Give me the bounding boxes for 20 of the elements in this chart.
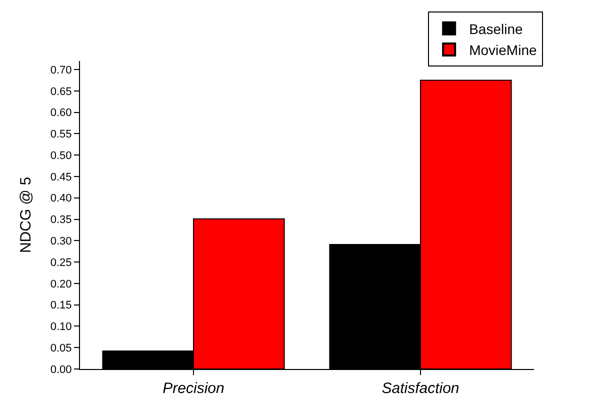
x-tick-label: Precision (162, 380, 224, 397)
y-axis-title: NDCG @ 5 (18, 176, 35, 254)
y-tick-label: 0.35 (50, 214, 72, 226)
y-tick-label: 0.20 (50, 278, 72, 290)
y-tick-label: 0.55 (50, 128, 72, 141)
y-tick-label: 0.70 (50, 64, 72, 76)
y-tick-label: 0.30 (50, 236, 72, 248)
y-tick-label: 0.65 (50, 86, 72, 98)
y-tick-label: 0.40 (50, 192, 72, 205)
y-tick-label: 0.10 (50, 321, 72, 334)
legend-label: MovieMine (469, 42, 537, 58)
legend-label: Baseline (469, 20, 523, 37)
x-tick-label: Satisfaction (382, 380, 460, 397)
y-tick-label: 0.00 (50, 364, 72, 376)
y-tick-label: 0.05 (50, 342, 72, 354)
y-tick-label: 0.15 (50, 300, 72, 312)
y-tick-label: 0.45 (50, 171, 72, 184)
y-tick-label: 0.25 (50, 256, 72, 269)
y-tick-label: 0.60 (50, 107, 72, 120)
y-tick-label: 0.50 (50, 150, 72, 162)
